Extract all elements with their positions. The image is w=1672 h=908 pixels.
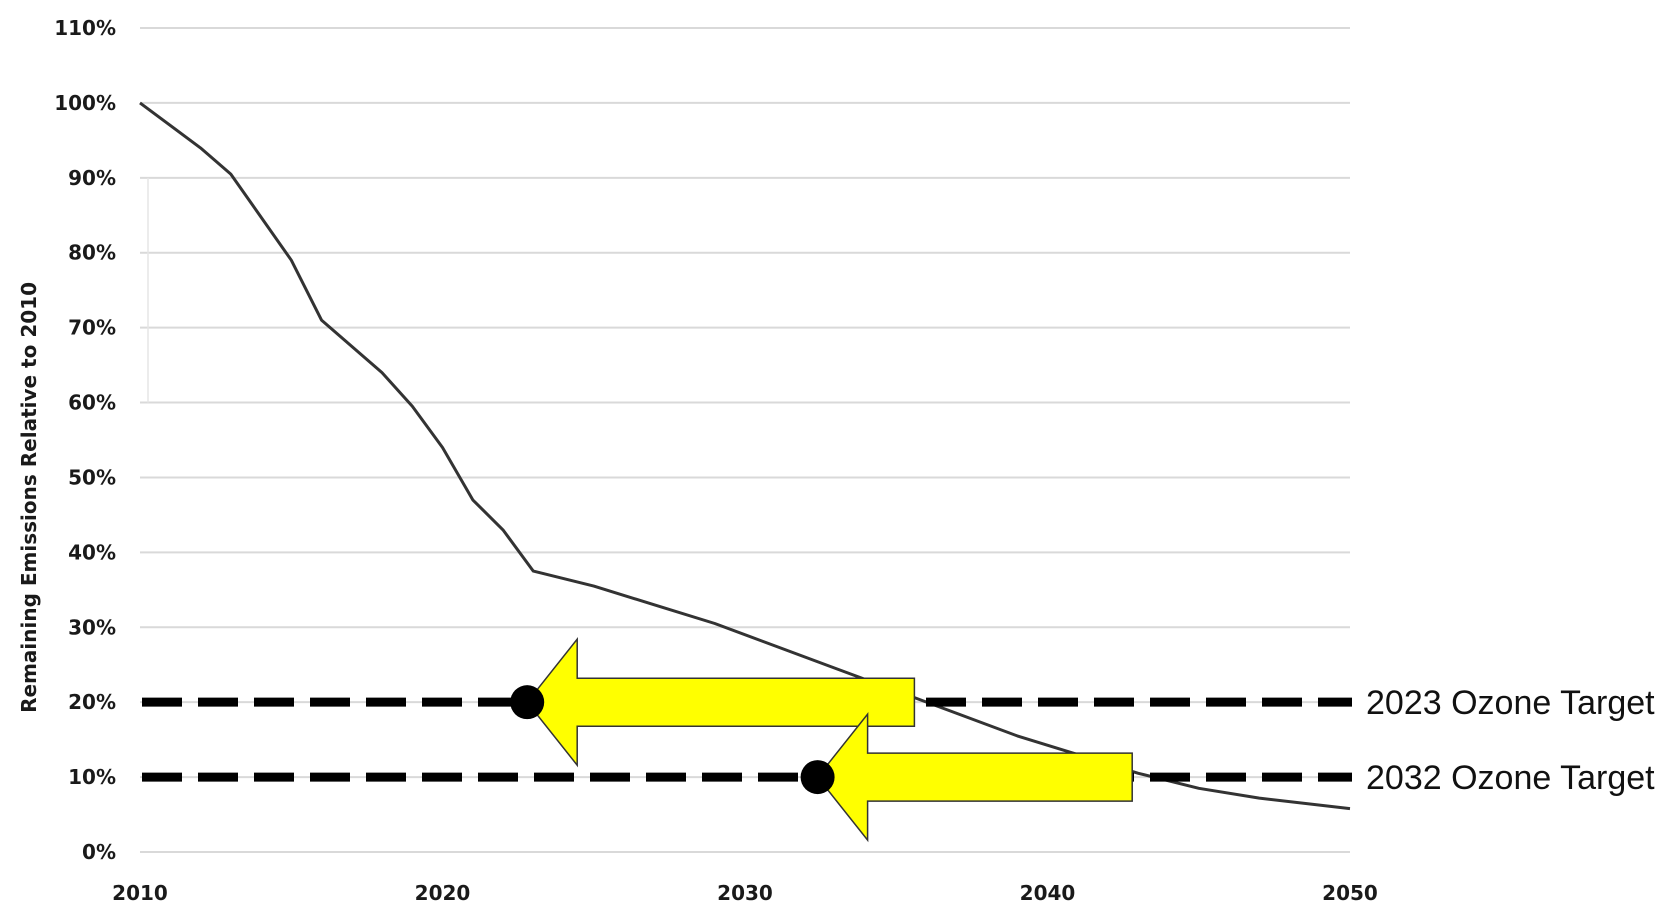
target-layer: 2023 Ozone Target 2032 Ozone Target [142, 637, 1655, 843]
y-tick-label: 110% [54, 16, 116, 40]
y-tick-label: 40% [68, 540, 116, 564]
target-marker [800, 760, 835, 795]
x-tick-label: 2030 [717, 881, 773, 905]
y-tick-label: 50% [68, 465, 116, 489]
y-axis-title: Remaining Emissions Relative to 2010 [17, 282, 41, 713]
y-tick-label: 70% [68, 316, 116, 340]
target-marker [510, 685, 545, 720]
y-tick-label: 20% [68, 690, 116, 714]
x-tick-label: 2040 [1020, 881, 1076, 905]
gridlines [140, 27, 1350, 853]
y-tick-label: 30% [68, 615, 116, 639]
y-tick-label: 90% [68, 166, 116, 190]
target-arrow [526, 637, 916, 768]
target-label: 2023 Ozone Target [1366, 684, 1655, 722]
x-axis-ticks: 2010 2020 2030 2040 2050 [112, 881, 1378, 905]
x-tick-label: 2010 [112, 881, 168, 905]
x-tick-label: 2020 [415, 881, 471, 905]
y-tick-label: 10% [68, 765, 116, 789]
target-label: 2032 Ozone Target [1366, 759, 1655, 797]
y-tick-label: 100% [54, 91, 116, 115]
y-tick-label: 60% [68, 391, 116, 415]
target-arrow [816, 711, 1133, 843]
y-tick-label: 0% [82, 840, 116, 864]
y-axis-ticks: 0% 10% 20% 30% 40% 50% 60% 70% 80% 90% 100% 110% [54, 16, 116, 864]
x-tick-label: 2050 [1322, 881, 1378, 905]
y-tick-label: 80% [68, 241, 116, 265]
